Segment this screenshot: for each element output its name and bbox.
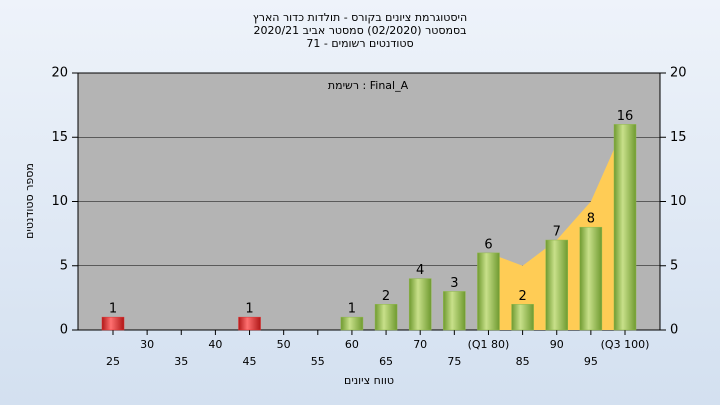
bar xyxy=(408,278,432,331)
x-tick-label: 65 xyxy=(379,355,393,368)
value-label: 7 xyxy=(553,225,561,240)
y-tick-label: 15 xyxy=(51,130,68,145)
x-tick-label: 30 xyxy=(140,338,154,351)
x-tick-label: 35 xyxy=(174,355,188,368)
x-tick-label: 85 xyxy=(516,355,530,368)
y-axis-label: מספר סטודנטים xyxy=(23,163,36,239)
value-label: 3 xyxy=(450,276,458,291)
annotation: רשימת : Final_A xyxy=(328,79,409,92)
value-label: 6 xyxy=(484,237,492,252)
value-label: 1 xyxy=(348,302,356,317)
y2-tick-label: 15 xyxy=(670,130,687,145)
x-tick-label: 25 xyxy=(106,355,120,368)
x-axis-label: טווח ציונים xyxy=(344,374,394,387)
value-label: 2 xyxy=(382,289,390,304)
bar xyxy=(101,316,125,331)
y2-tick-label: 5 xyxy=(670,258,678,273)
title-line: סטודנטים רשומים - 71 xyxy=(306,37,413,50)
x-tick-label: 45 xyxy=(243,355,257,368)
bar xyxy=(579,226,603,331)
bar xyxy=(374,304,398,331)
bar xyxy=(477,252,500,331)
x-tick-label: 70 xyxy=(413,338,427,351)
bar xyxy=(511,304,534,331)
y2-tick-label: 0 xyxy=(670,323,678,338)
x-tick-label: 90 xyxy=(550,338,564,351)
y-tick-label: 5 xyxy=(60,258,68,273)
bar xyxy=(613,124,637,331)
y-tick-label: 10 xyxy=(51,194,68,209)
title-line: בסמסטר (02/2020) סמסטר אביב 2020/21 xyxy=(253,24,466,37)
value-label: 2 xyxy=(518,289,526,304)
x-tick-label: (Q3 100) xyxy=(601,338,650,351)
x-tick-label: 60 xyxy=(345,338,359,351)
value-label: 1 xyxy=(109,302,117,317)
bar xyxy=(238,316,261,331)
x-tick-label: 50 xyxy=(277,338,291,351)
y2-tick-label: 10 xyxy=(670,194,687,209)
y-tick-label: 20 xyxy=(51,66,68,81)
bar xyxy=(545,239,568,331)
x-tick-label: (Q1 80) xyxy=(468,338,510,351)
x-tick-label: 40 xyxy=(208,338,222,351)
title-line: היסטוגרמת ציונים בקורס - תולדות כדור האר… xyxy=(253,11,467,24)
value-label: 16 xyxy=(617,109,634,124)
x-tick-label: 75 xyxy=(447,355,461,368)
x-tick-label: 95 xyxy=(584,355,598,368)
y-tick-label: 0 xyxy=(60,323,68,338)
value-label: 8 xyxy=(587,212,595,227)
value-label: 1 xyxy=(245,302,253,317)
bar xyxy=(443,291,466,331)
y2-tick-label: 20 xyxy=(670,66,687,81)
x-tick-label: 55 xyxy=(311,355,325,368)
value-label: 4 xyxy=(416,263,424,278)
bar xyxy=(340,316,364,331)
